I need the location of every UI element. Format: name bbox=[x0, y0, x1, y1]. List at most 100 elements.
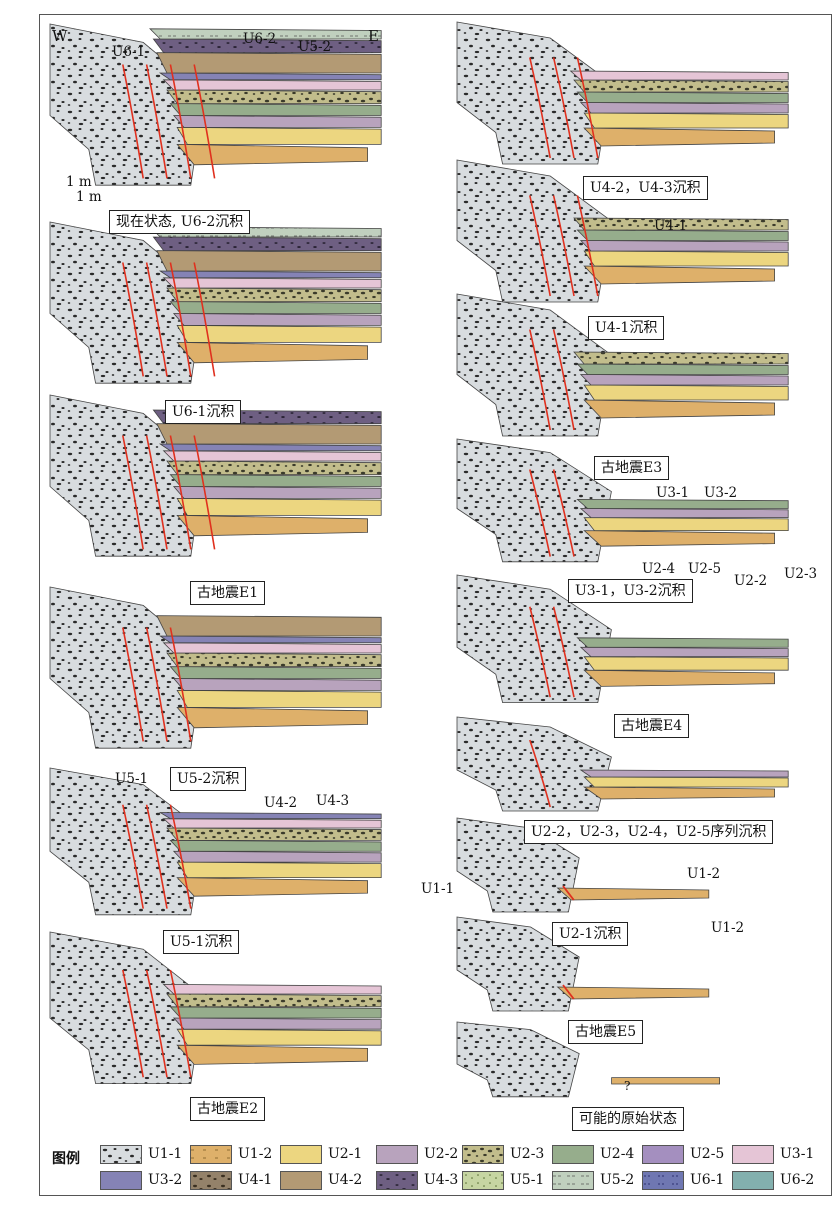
fault-line bbox=[145, 435, 168, 550]
caption-p13: U2-1沉积 bbox=[552, 922, 629, 946]
west-label: W bbox=[52, 27, 68, 45]
layer-u3-1 bbox=[569, 70, 789, 81]
fault-line bbox=[169, 435, 192, 550]
layer-u2-2 bbox=[579, 102, 789, 114]
fault-line bbox=[169, 804, 192, 909]
legend-swatch-u4-2 bbox=[280, 1170, 322, 1190]
layer-u2-3 bbox=[166, 460, 382, 476]
legend-label: U2-4 bbox=[600, 1146, 635, 1162]
fault-line bbox=[169, 627, 192, 742]
caption-p10: U3-1，U3-2沉积 bbox=[568, 579, 693, 603]
legend-label: U2-3 bbox=[510, 1146, 545, 1162]
caption-p12: U2-2，U2-3，U2-4，U2-5序列沉积 bbox=[524, 820, 774, 844]
layer-u3-1 bbox=[162, 277, 382, 289]
layer-u4-2 bbox=[156, 250, 382, 272]
layer-u4-3 bbox=[152, 236, 382, 252]
legend-label: U6-1 bbox=[690, 1172, 725, 1188]
annot-u2-5-p10: U2-5 bbox=[688, 561, 722, 577]
fault-line bbox=[552, 329, 575, 431]
fault-line bbox=[145, 64, 168, 179]
layer-u1-1 bbox=[456, 159, 612, 303]
caption-p15: 可能的原始状态 bbox=[572, 1107, 684, 1131]
caption-p11: 古地震E4 bbox=[614, 714, 690, 738]
caption-p9: 古地震E3 bbox=[594, 456, 670, 480]
fault-line bbox=[193, 435, 216, 550]
cross-section-panel-15 bbox=[456, 1021, 720, 1098]
layer-u3-2 bbox=[158, 270, 382, 279]
legend-item-u4-1: U4-1 bbox=[190, 1170, 272, 1190]
legend-item-u4-2: U4-2 bbox=[280, 1170, 362, 1190]
fault-line bbox=[529, 329, 551, 431]
layer-u4-2 bbox=[156, 423, 382, 445]
legend-swatch-u1-1 bbox=[100, 1144, 142, 1164]
fault-line bbox=[562, 885, 575, 901]
legend-item-u5-2: U5-2 bbox=[552, 1170, 634, 1190]
legend-label: U5-2 bbox=[600, 1172, 635, 1188]
annot-u4-2-p5: U4-2 bbox=[264, 795, 298, 811]
legend-item-u2-1: U2-1 bbox=[280, 1144, 362, 1164]
cross-section-panel-14 bbox=[456, 916, 710, 1012]
legend-item-u1-2: U1-2 bbox=[190, 1144, 272, 1164]
legend-item-u5-1: U5-1 bbox=[462, 1170, 544, 1190]
annot-u1-2-bottom-p13: U1-2 bbox=[711, 920, 745, 936]
annot-question-p15: ? bbox=[624, 1079, 631, 1093]
layer-u2-4 bbox=[576, 363, 789, 375]
layer-u3-1 bbox=[162, 450, 382, 462]
legend-swatch-u3-1 bbox=[732, 1144, 774, 1164]
layer-u2-4 bbox=[169, 666, 382, 679]
layer-u4-2 bbox=[156, 615, 382, 637]
annot-u6-1-p1: U6-1 bbox=[112, 44, 146, 60]
layer-u2-2 bbox=[172, 115, 382, 128]
layer-u2-4 bbox=[576, 498, 789, 509]
layer-u3-2 bbox=[158, 72, 382, 81]
layer-u2-2 bbox=[579, 374, 789, 386]
cross-section-panel-5 bbox=[49, 767, 382, 916]
layer-u1-1 bbox=[456, 293, 612, 437]
layer-u2-1 bbox=[176, 861, 382, 878]
legend-label: U3-2 bbox=[148, 1172, 183, 1188]
layer-u2-1 bbox=[583, 776, 789, 788]
cross-section-panel-8 bbox=[456, 159, 789, 303]
layer-u2-2 bbox=[172, 850, 382, 863]
cross-section-panel-6 bbox=[49, 931, 382, 1084]
layer-u1-2 bbox=[176, 706, 369, 729]
annot-u3-2-p10: U3-2 bbox=[704, 485, 738, 501]
layer-u2-3 bbox=[166, 89, 382, 104]
caption-p4: U5-2沉积 bbox=[170, 767, 247, 791]
annot-u4-3-p5: U4-3 bbox=[316, 793, 350, 809]
legend-swatch-u2-3 bbox=[462, 1144, 504, 1164]
layer-u2-4 bbox=[169, 1006, 382, 1019]
annot-u1-1-p13: U1-1 bbox=[421, 881, 455, 897]
fault-line bbox=[552, 57, 575, 159]
cross-section-panel-1 bbox=[49, 23, 382, 186]
layer-u4-2 bbox=[156, 52, 382, 74]
legend-label: U2-5 bbox=[690, 1146, 725, 1162]
fault-line bbox=[145, 969, 168, 1078]
legend-item-u2-4: U2-4 bbox=[552, 1144, 634, 1164]
legend-swatch-u5-2 bbox=[552, 1170, 594, 1190]
annot-u2-4-p10: U2-4 bbox=[642, 561, 676, 577]
fault-line bbox=[169, 64, 192, 179]
layer-u2-1 bbox=[583, 250, 789, 267]
layer-u1-1 bbox=[456, 916, 580, 1012]
legend-swatch-u2-2 bbox=[376, 1144, 418, 1164]
caption-p14: 古地震E5 bbox=[568, 1020, 644, 1044]
legend-item-u4-3: U4-3 bbox=[376, 1170, 458, 1190]
fault-line bbox=[552, 606, 575, 698]
legend-item-u2-5: U2-5 bbox=[642, 1144, 724, 1164]
legend-item-u6-1: U6-1 bbox=[642, 1170, 724, 1190]
layer-u2-1 bbox=[583, 517, 789, 531]
legend-item-u3-2: U3-2 bbox=[100, 1170, 182, 1190]
layer-u1-2 bbox=[583, 265, 775, 285]
annot-u3-1-p10: U3-1 bbox=[656, 485, 690, 501]
legend-swatch-u4-1 bbox=[190, 1170, 232, 1190]
scale-vertical-label: 1 m bbox=[66, 174, 92, 190]
legend-swatch-u3-2 bbox=[100, 1170, 142, 1190]
caption-p5: U5-1沉积 bbox=[163, 930, 240, 954]
layer-u4-3 bbox=[152, 38, 382, 53]
legend-swatch-u2-4 bbox=[552, 1144, 594, 1164]
east-label: E bbox=[368, 27, 379, 45]
layer-u2-3 bbox=[166, 827, 382, 841]
legend-label: U2-2 bbox=[424, 1146, 459, 1162]
legend-item-u2-3: U2-3 bbox=[462, 1144, 544, 1164]
